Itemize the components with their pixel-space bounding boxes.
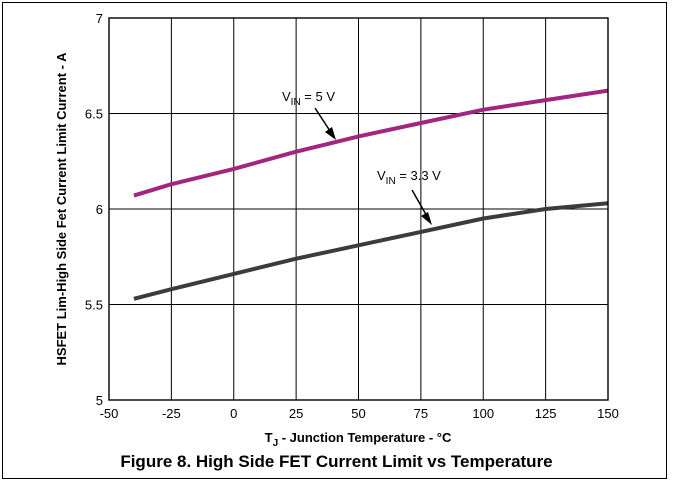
series-label-vin-3v3: VIN = 3.3 V (377, 168, 441, 187)
x-tick-label: 25 (289, 406, 303, 421)
y-tick-label: 6 (96, 202, 103, 217)
y-tick-label: 5.5 (85, 298, 103, 313)
y-tick-label: 6.5 (85, 107, 103, 122)
series-line-1 (133, 201, 609, 301)
x-axis-title: TJ - Junction Temperature - °C (265, 430, 452, 449)
x-tick-label: 0 (230, 406, 237, 421)
x-tick-label: 75 (414, 406, 428, 421)
arrow-vin-5v (314, 107, 336, 140)
series-group (133, 88, 609, 301)
x-tick-label: 50 (351, 406, 365, 421)
figure-frame (2, 2, 667, 479)
y-tick-label: 7 (96, 11, 103, 26)
x-tick-label: 150 (597, 406, 619, 421)
x-tick-label: -50 (100, 406, 119, 421)
series-line-0 (133, 88, 609, 198)
y-axis-title: HSFET Lim-High Side Fet Current Limit Cu… (54, 52, 69, 366)
x-tick-label: 100 (472, 406, 494, 421)
arrow-vin-3v3 (411, 189, 432, 225)
plot-border (108, 17, 609, 401)
series-label-vin-5v: VIN = 5 V (282, 89, 335, 108)
figure-caption: Figure 8. High Side FET Current Limit vs… (120, 452, 553, 471)
y-tick-label: 5 (96, 393, 103, 408)
x-tick-label: -25 (162, 406, 181, 421)
x-tick-label: 125 (535, 406, 557, 421)
tick-labels: -50 -25 0 25 50 75 100 125 150 5 5.5 6 6.5 7 (85, 11, 619, 421)
